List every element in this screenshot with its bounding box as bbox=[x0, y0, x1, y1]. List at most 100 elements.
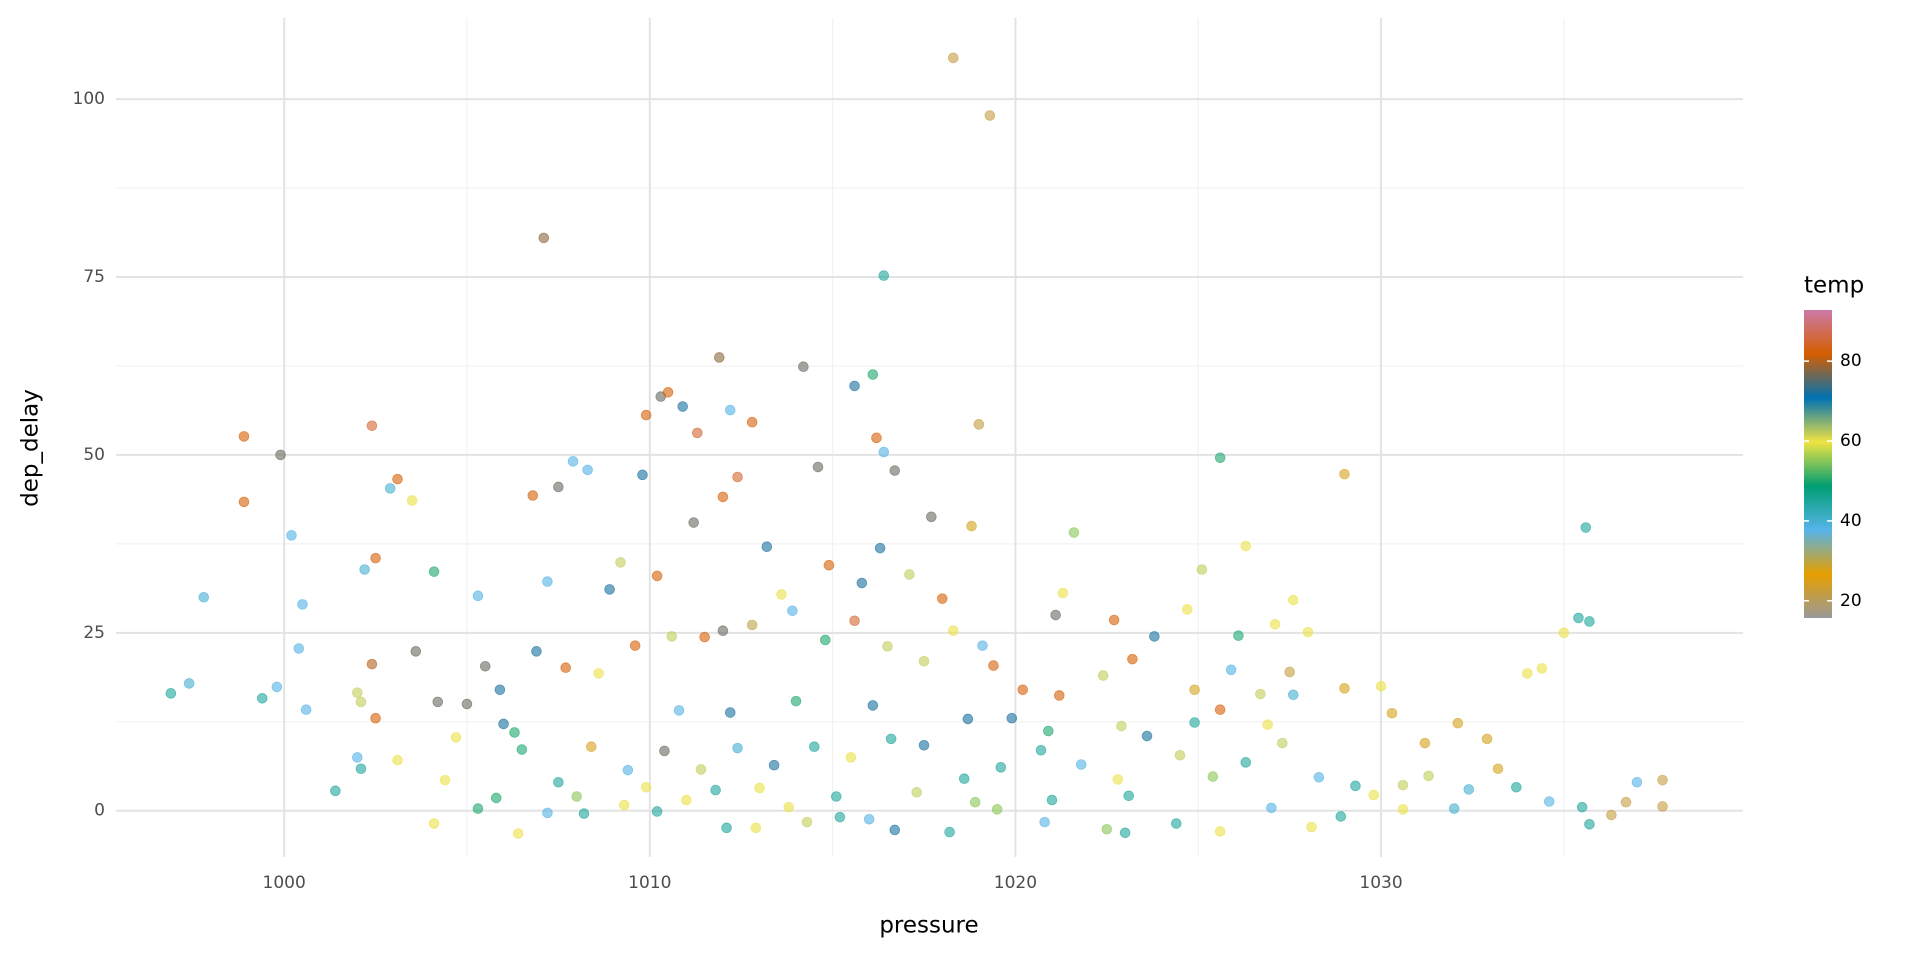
point bbox=[1606, 809, 1617, 821]
point bbox=[428, 566, 440, 577]
point bbox=[256, 693, 268, 704]
point bbox=[1448, 803, 1460, 814]
point bbox=[494, 684, 506, 696]
point bbox=[659, 745, 670, 757]
point bbox=[1584, 616, 1595, 627]
point bbox=[699, 631, 710, 643]
point bbox=[604, 584, 615, 595]
point bbox=[198, 591, 210, 603]
point bbox=[1039, 816, 1050, 828]
point bbox=[432, 696, 444, 708]
point bbox=[761, 541, 773, 553]
point bbox=[926, 511, 937, 523]
point bbox=[1386, 707, 1398, 719]
point bbox=[947, 625, 959, 637]
point bbox=[692, 427, 703, 439]
point bbox=[1068, 527, 1080, 538]
point bbox=[300, 704, 312, 715]
point bbox=[1573, 612, 1584, 624]
point bbox=[801, 816, 813, 828]
point bbox=[1214, 826, 1226, 837]
point bbox=[1463, 784, 1475, 795]
point bbox=[1511, 781, 1522, 793]
point bbox=[874, 542, 886, 554]
point bbox=[1116, 720, 1127, 732]
point bbox=[618, 799, 630, 811]
point bbox=[1269, 619, 1281, 630]
point bbox=[439, 774, 451, 786]
point bbox=[1335, 811, 1347, 822]
point bbox=[882, 641, 893, 652]
x-tick-label: 1030 bbox=[1359, 873, 1402, 893]
point bbox=[450, 732, 462, 743]
point bbox=[1287, 594, 1299, 606]
point bbox=[1233, 630, 1244, 641]
point bbox=[629, 640, 641, 651]
point bbox=[904, 569, 915, 580]
point bbox=[271, 681, 283, 693]
point bbox=[1035, 744, 1047, 756]
point bbox=[553, 481, 564, 493]
point bbox=[275, 449, 286, 461]
point bbox=[1255, 688, 1266, 700]
point bbox=[542, 576, 553, 587]
point bbox=[695, 764, 707, 775]
point bbox=[947, 52, 959, 64]
point bbox=[1657, 774, 1668, 786]
point bbox=[531, 646, 542, 657]
point bbox=[936, 593, 948, 604]
point bbox=[1657, 801, 1668, 812]
point bbox=[1053, 690, 1065, 701]
point bbox=[1189, 684, 1200, 696]
point bbox=[768, 759, 780, 771]
point bbox=[673, 705, 685, 716]
point bbox=[889, 824, 901, 836]
point bbox=[1112, 774, 1124, 785]
point bbox=[370, 552, 381, 564]
point bbox=[845, 752, 857, 763]
y-tick-label: 0 bbox=[94, 801, 105, 821]
point bbox=[1189, 717, 1200, 728]
y-tick-label: 50 bbox=[83, 445, 105, 465]
point bbox=[1277, 737, 1288, 749]
grid bbox=[116, 18, 1743, 857]
point bbox=[615, 557, 626, 568]
point bbox=[713, 352, 725, 363]
point bbox=[710, 784, 721, 796]
point bbox=[183, 678, 195, 689]
point bbox=[944, 826, 955, 838]
point bbox=[512, 828, 524, 839]
colorbar-tick-label: 40 bbox=[1840, 511, 1862, 531]
point bbox=[732, 471, 743, 483]
point bbox=[863, 813, 875, 825]
point bbox=[1419, 737, 1431, 749]
point bbox=[1043, 725, 1054, 737]
point bbox=[461, 698, 473, 710]
point bbox=[991, 804, 1003, 815]
colorbar-tick-label: 60 bbox=[1840, 431, 1862, 451]
point bbox=[406, 495, 418, 506]
point bbox=[977, 640, 988, 651]
point bbox=[1423, 770, 1434, 782]
point bbox=[1492, 763, 1504, 775]
point bbox=[878, 446, 890, 458]
point bbox=[856, 577, 868, 589]
point bbox=[746, 619, 758, 631]
point bbox=[1108, 614, 1120, 626]
point bbox=[1149, 631, 1160, 642]
point bbox=[867, 700, 879, 711]
point bbox=[509, 727, 520, 738]
point bbox=[724, 707, 736, 718]
point bbox=[750, 822, 762, 834]
point bbox=[812, 461, 824, 473]
point bbox=[995, 762, 1007, 773]
point bbox=[746, 416, 758, 428]
point bbox=[958, 773, 970, 785]
point bbox=[988, 660, 999, 671]
point bbox=[1181, 604, 1193, 615]
point bbox=[1240, 540, 1252, 552]
point bbox=[567, 456, 579, 467]
point bbox=[717, 625, 729, 637]
point bbox=[819, 634, 831, 646]
